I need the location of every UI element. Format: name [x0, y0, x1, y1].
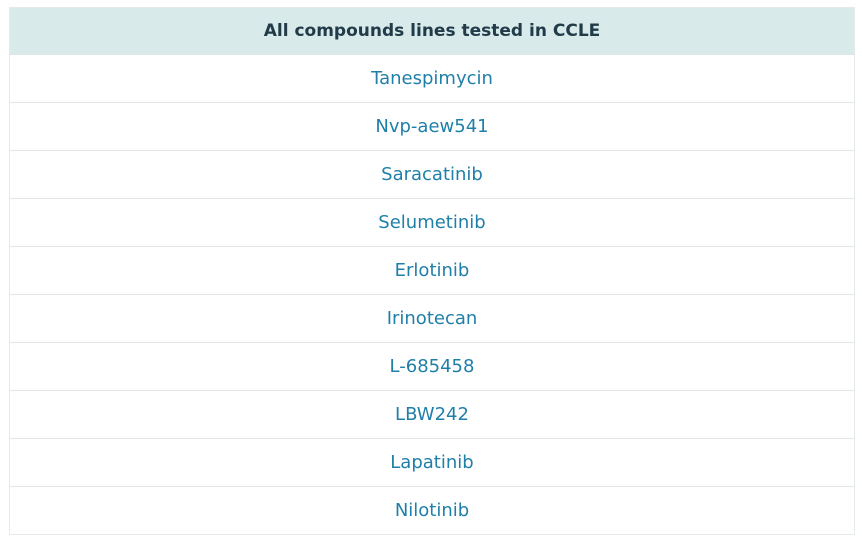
table-cell: Nilotinib	[10, 486, 854, 534]
table-cell: Irinotecan	[10, 294, 854, 343]
compounds-table-container: All compounds lines tested in CCLE Tanes…	[9, 7, 855, 535]
column-header-compounds: All compounds lines tested in CCLE	[10, 8, 854, 55]
table-cell: L-685458	[10, 342, 854, 391]
table-cell: Selumetinib	[10, 198, 854, 247]
table-row: Nilotinib	[10, 486, 854, 534]
compound-link-lbw242[interactable]: LBW242	[395, 404, 469, 425]
table-row: Tanespimycin	[10, 55, 854, 103]
table-row: Erlotinib	[10, 246, 854, 295]
table-cell: LBW242	[10, 390, 854, 439]
table-body: Tanespimycin Nvp-aew541 Saracatinib Selu…	[10, 55, 854, 534]
compound-link-lapatinib[interactable]: Lapatinib	[390, 452, 474, 473]
compound-link-tanespimycin[interactable]: Tanespimycin	[371, 68, 493, 89]
table-row: L-685458	[10, 342, 854, 391]
table-row: Irinotecan	[10, 294, 854, 343]
compound-link-irinotecan[interactable]: Irinotecan	[386, 308, 478, 329]
compound-link-erlotinib[interactable]: Erlotinib	[394, 260, 470, 281]
table-cell: Nvp-aew541	[10, 102, 854, 151]
compound-link-nvp-aew541[interactable]: Nvp-aew541	[375, 116, 489, 137]
table-row: Lapatinib	[10, 438, 854, 487]
compound-link-selumetinib[interactable]: Selumetinib	[378, 212, 486, 233]
table-cell: Lapatinib	[10, 438, 854, 487]
table-row: LBW242	[10, 390, 854, 439]
table-cell: Tanespimycin	[10, 55, 854, 103]
compound-link-l-685458[interactable]: L-685458	[389, 356, 475, 377]
table-cell: Saracatinib	[10, 150, 854, 199]
compound-link-saracatinib[interactable]: Saracatinib	[381, 164, 483, 185]
table-row: Saracatinib	[10, 150, 854, 199]
compound-link-nilotinib[interactable]: Nilotinib	[394, 500, 470, 521]
header-row: All compounds lines tested in CCLE	[10, 8, 854, 55]
table-header: All compounds lines tested in CCLE	[10, 8, 854, 55]
table-row: Nvp-aew541	[10, 102, 854, 151]
table-cell: Erlotinib	[10, 246, 854, 295]
table-row: Selumetinib	[10, 198, 854, 247]
compounds-table: All compounds lines tested in CCLE Tanes…	[10, 8, 854, 534]
